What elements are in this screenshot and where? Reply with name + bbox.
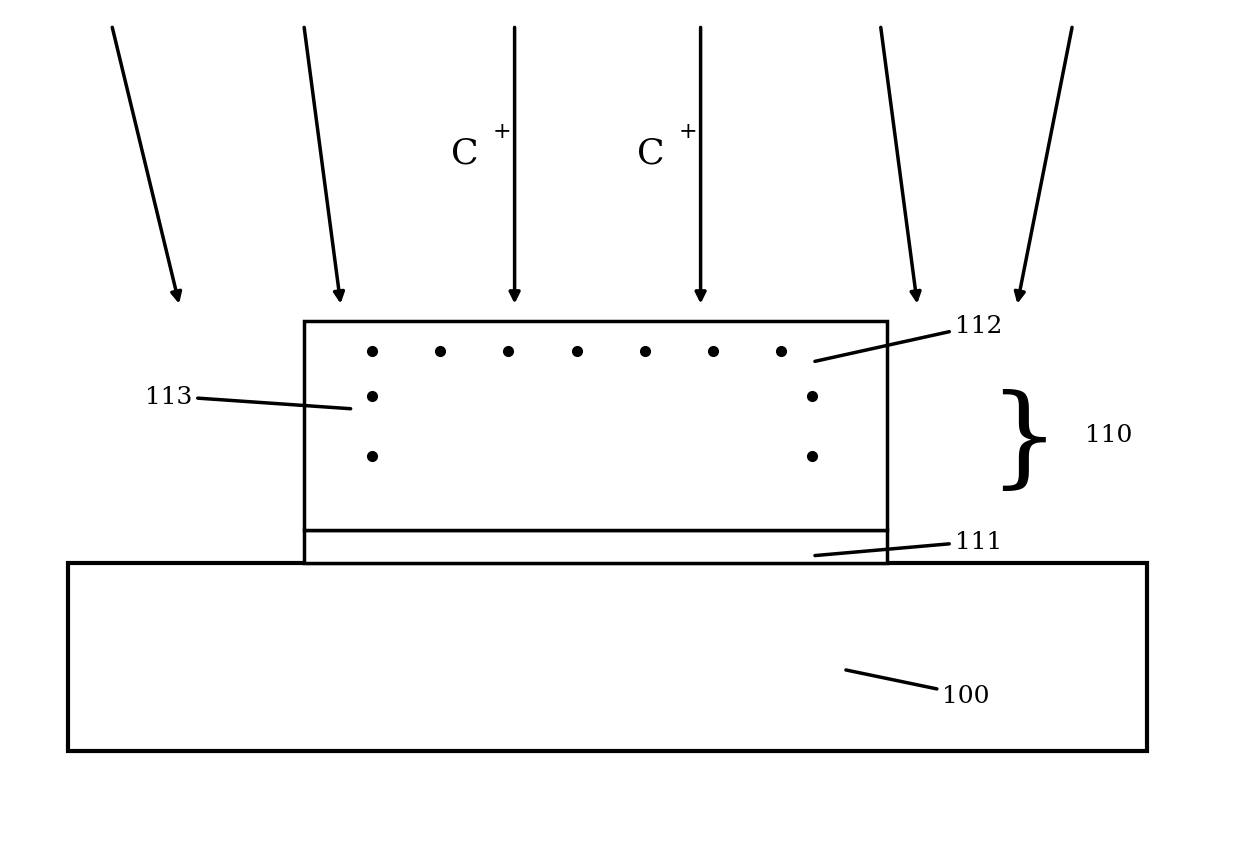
Text: 110: 110: [1085, 424, 1132, 446]
Text: 111: 111: [815, 531, 1002, 556]
Text: C: C: [451, 136, 479, 171]
Bar: [68, 563, 1147, 751]
Text: 112: 112: [815, 315, 1002, 362]
Text: +: +: [492, 121, 512, 143]
Text: +: +: [678, 121, 698, 143]
Bar: [304, 322, 887, 531]
Bar: [304, 531, 887, 563]
Text: }: }: [987, 389, 1059, 496]
Text: C: C: [637, 136, 665, 171]
Text: 113: 113: [145, 386, 351, 409]
Text: 100: 100: [846, 670, 990, 706]
